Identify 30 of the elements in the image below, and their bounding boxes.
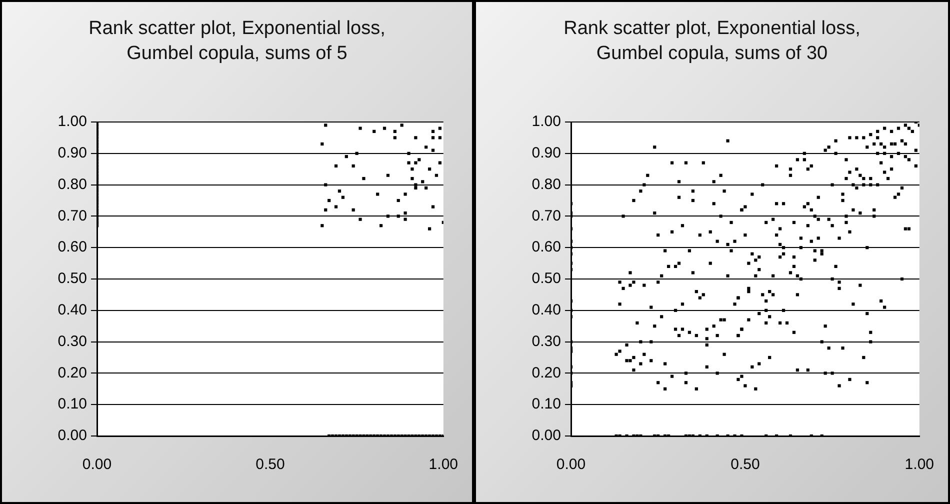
y-tick-label: 0.40: [58, 302, 87, 319]
y-tick-label: 0.00: [532, 427, 561, 444]
y-tick-label: 0.30: [58, 332, 87, 350]
x-tick-label: 1.00: [428, 456, 458, 474]
chart-title: Rank scatter plot, Exponential loss, Gumbel copula, sums of 30: [562, 17, 862, 66]
y-tick-label: 0.20: [532, 364, 561, 382]
y-tick-label: 1.00: [58, 113, 87, 130]
x-tick-label: 0.00: [82, 456, 112, 474]
y-tick-label: 0.70: [532, 207, 561, 224]
y-tick-label: 0.00: [58, 427, 87, 444]
y-tick-label: 0.90: [58, 144, 87, 162]
y-tick-label: 0.80: [532, 176, 561, 193]
y-tick-label: 1.00: [532, 113, 561, 130]
x-tick-label: 0.50: [730, 456, 760, 474]
y-tick-label: 0.60: [532, 238, 561, 256]
y-tick-label: 0.80: [58, 176, 87, 193]
x-tick-label: 0.50: [256, 456, 285, 474]
y-tick-label: 0.60: [58, 238, 87, 256]
x-tick-label: 1.00: [904, 456, 934, 474]
y-tick-label: 0.40: [532, 302, 561, 319]
y-tick-label: 0.10: [532, 396, 561, 413]
y-tick-label: 0.30: [532, 332, 561, 350]
x-tick-label: 0.00: [556, 456, 586, 474]
y-tick-label: 0.10: [58, 396, 87, 413]
y-tick-label: 0.90: [532, 144, 561, 162]
y-tick-label: 0.50: [532, 270, 561, 288]
chart-title: Rank scatter plot, Exponential loss, Gumbel copula, sums of 5: [88, 17, 386, 66]
y-tick-label: 0.50: [58, 270, 87, 288]
y-tick-label: 0.70: [58, 207, 87, 224]
y-tick-label: 0.20: [58, 364, 87, 382]
